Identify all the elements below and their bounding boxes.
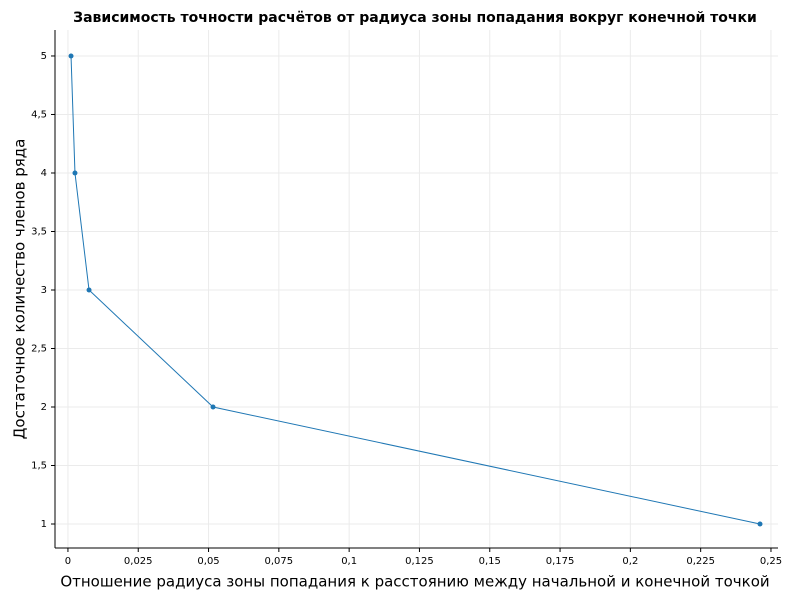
y-tick-label: 2,5 bbox=[31, 343, 47, 354]
point bbox=[72, 170, 78, 176]
x-tick-label: 0,175 bbox=[546, 556, 575, 567]
y-tick-label: 2 bbox=[41, 402, 47, 413]
point bbox=[210, 404, 216, 410]
point bbox=[86, 287, 92, 293]
x-tick-label: 0,25 bbox=[760, 556, 782, 567]
chart-title: Зависимость точности расчётов от радиуса… bbox=[73, 10, 757, 26]
y-axis-label: Достаточное количество членов ряда bbox=[11, 139, 29, 440]
y-tick-label: 3,5 bbox=[31, 226, 47, 237]
x-tick-label: 0,225 bbox=[686, 556, 715, 567]
x-tick-label: 0 bbox=[65, 556, 71, 567]
x-tick-label: 0,075 bbox=[265, 556, 294, 567]
x-tick-label: 0,15 bbox=[479, 556, 501, 567]
x-tick-label: 0,2 bbox=[622, 556, 638, 567]
x-tick-label: 0,05 bbox=[197, 556, 219, 567]
y-tick-label: 4,5 bbox=[31, 109, 47, 120]
y-tick-label: 3 bbox=[41, 285, 47, 296]
point bbox=[757, 521, 763, 527]
x-tick-label: 0,125 bbox=[405, 556, 434, 567]
y-tick-label: 5 bbox=[41, 51, 47, 62]
y-tick-label: 4 bbox=[41, 168, 47, 179]
point bbox=[68, 53, 74, 59]
x-tick-label: 0,1 bbox=[341, 556, 357, 567]
x-tick-label: 0,025 bbox=[124, 556, 153, 567]
x-axis-label: Отношение радиуса зоны попадания к расст… bbox=[60, 573, 769, 591]
y-tick-label: 1,5 bbox=[31, 461, 47, 472]
y-tick-label: 1 bbox=[41, 519, 47, 530]
